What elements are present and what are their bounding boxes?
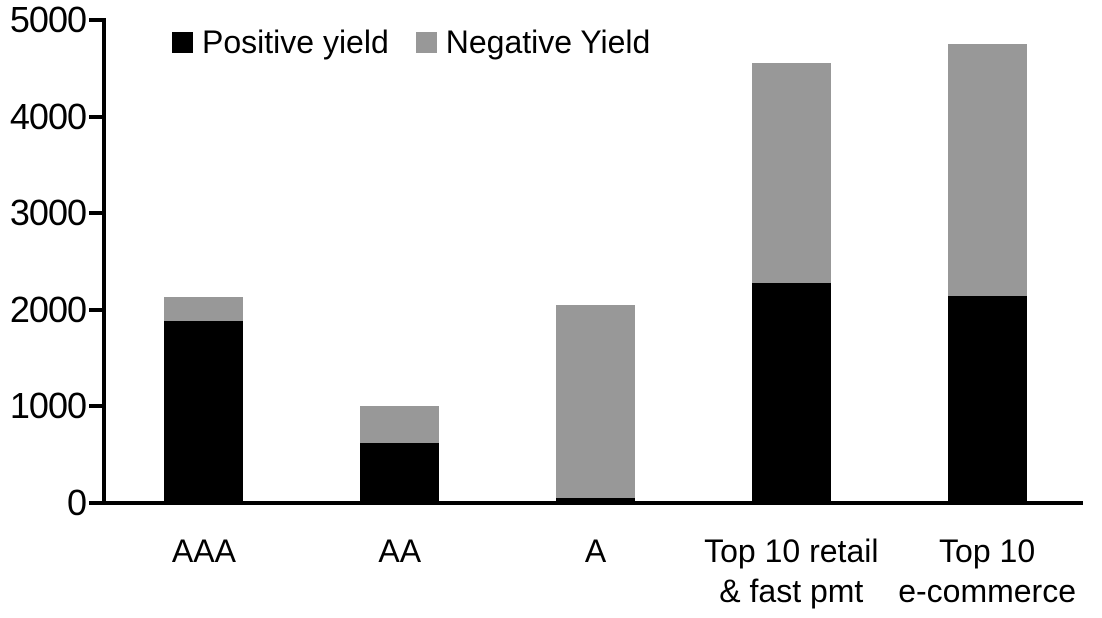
x-category-label-a: A: [584, 533, 607, 569]
y-axis-tick-3000: [89, 211, 102, 216]
bar-segment-positive-yield-aaa: [164, 321, 244, 503]
legend-swatch-negative-yield: [415, 31, 437, 53]
legend-item-positive-yield: Positive yield: [172, 23, 389, 61]
y-axis-tick-5000: [89, 18, 102, 22]
legend-label-negative-yield: Negative Yield: [445, 24, 651, 60]
bar-segment-negative-yield-a: [556, 304, 635, 499]
y-axis-tick-4000: [89, 114, 102, 119]
bar-segment-positive-yield-a: [556, 498, 635, 503]
bar-segment-negative-yield-aaa: [164, 297, 244, 322]
y-axis-tick-0: [89, 501, 102, 505]
bar-segment-positive-yield-top-10-e-commerce: [947, 296, 1027, 503]
bar-segment-negative-yield-top-10-e-commerce: [947, 44, 1027, 297]
bar-segment-positive-yield-top-10-retail-fast-pmt: [751, 282, 831, 503]
y-axis-tick-1000: [89, 404, 102, 409]
legend-swatch-positive-yield: [172, 31, 193, 53]
legend-item-negative-yield: Negative Yield: [415, 23, 651, 61]
legend-label-positive-yield: Positive yield: [202, 24, 389, 60]
y-tick-label: 2000: [9, 288, 87, 330]
bar-segment-negative-yield-top-10-retail-fast-pmt: [751, 63, 831, 283]
y-tick-label: 5000: [9, 0, 87, 40]
y-axis-line: [102, 18, 106, 505]
y-tick-label: 3000: [9, 192, 87, 234]
y-tick-label: 1000: [9, 385, 87, 427]
x-category-label-aaa: AAA: [171, 533, 236, 569]
x-category-label-top-10-retail-fast-pmt: Top 10 retail & fast pmt: [704, 533, 879, 609]
y-tick-label: 0: [66, 482, 87, 523]
x-category-label-top-10-e-commerce: Top 10 e-commerce: [898, 533, 1076, 609]
y-axis-tick-2000: [89, 307, 102, 312]
x-axis-line: [89, 501, 1083, 505]
bar-segment-negative-yield-aa: [360, 406, 440, 444]
x-category-label-aa: AA: [378, 533, 422, 569]
bar-segment-positive-yield-aa: [360, 443, 440, 503]
y-tick-label: 4000: [9, 95, 87, 137]
chart-legend: Positive yield Negative Yield: [172, 23, 650, 61]
